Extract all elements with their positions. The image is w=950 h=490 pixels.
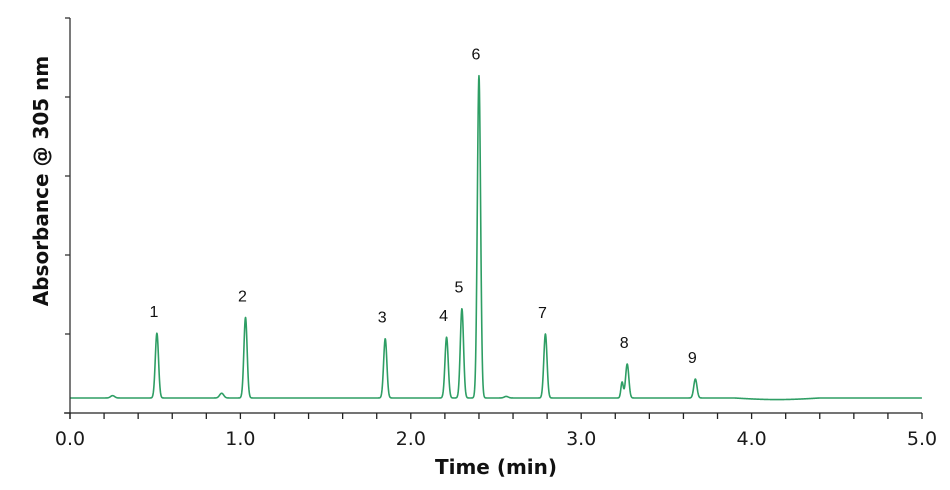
peak-label: 5 <box>454 280 463 297</box>
x-tick-label: 4.0 <box>736 428 766 450</box>
peak-label: 8 <box>620 335 629 352</box>
y-axis-title: Absorbance @ 305 nm <box>29 56 53 307</box>
x-axis: 0.0 1.0 2.0 3.0 4.0 5.0 <box>55 412 937 450</box>
plot-area <box>69 74 923 401</box>
x-axis-title: Time (min) <box>435 455 557 479</box>
x-tick-label: 3.0 <box>566 428 596 450</box>
x-tick-label: 0.0 <box>55 428 85 450</box>
peak-label: 1 <box>149 304 158 321</box>
peak-label: 7 <box>538 305 547 322</box>
peak-label: 2 <box>238 288 247 305</box>
x-tick-label: 2.0 <box>396 428 426 450</box>
peak-label: 6 <box>472 47 481 64</box>
y-axis <box>65 17 71 419</box>
peak-label: 4 <box>439 308 448 325</box>
x-tick-label: 1.0 <box>225 428 255 450</box>
peak-labels: 1 2 3 45 6 7 8 9 <box>149 47 696 367</box>
x-tick-label: 5.0 <box>907 428 937 450</box>
peak-label: 9 <box>688 350 697 367</box>
peak-label: 3 <box>378 310 387 327</box>
chromatogram-trace <box>69 74 923 401</box>
